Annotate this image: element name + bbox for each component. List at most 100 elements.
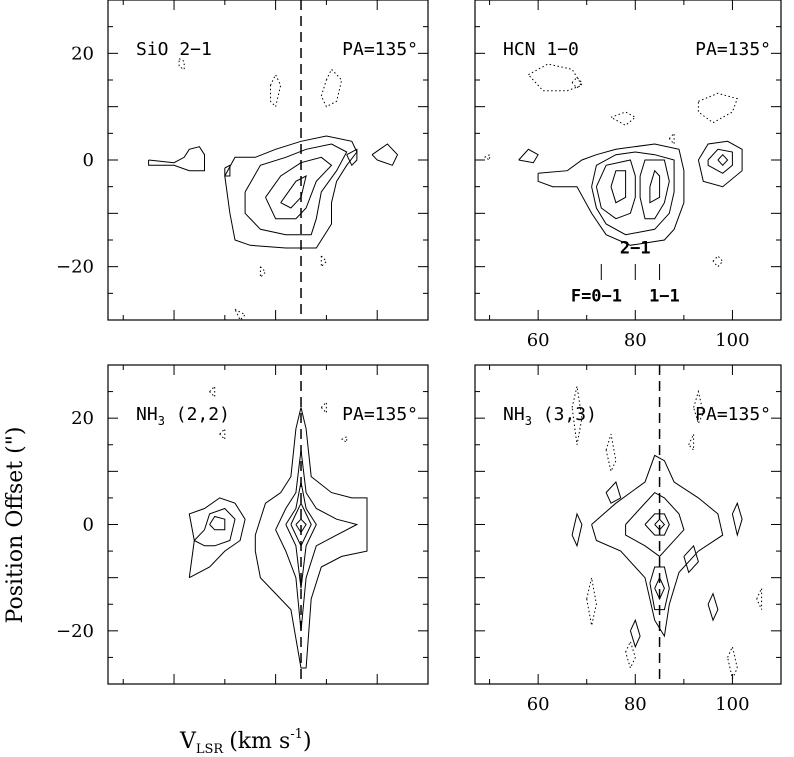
panel-label-main: NH: [136, 404, 158, 425]
negative-contour: [727, 645, 738, 681]
contour-line: [707, 592, 719, 622]
contour-line: [265, 156, 333, 220]
negative-contour: [668, 131, 675, 146]
panel-label-sub: 3: [158, 414, 165, 428]
x-tick-label: 80: [624, 694, 647, 715]
negative-contour: [610, 111, 637, 126]
x-tick-label: 100: [715, 330, 749, 351]
panel-contours: [571, 365, 763, 684]
contour-line: [148, 146, 205, 172]
contour-line: [280, 175, 307, 209]
negative-contour: [234, 308, 246, 320]
contour-line: [275, 450, 359, 631]
y-tick-label: 20: [71, 408, 94, 429]
contour-line: [731, 501, 743, 538]
panel-contours: [188, 365, 368, 684]
contour-line: [346, 148, 358, 167]
negative-contour: [178, 58, 185, 71]
panel-label-rest: (2,2): [165, 404, 230, 425]
panels-group: 20 0 −20 SiO 2−1 PA=135° 60 80 100 HCN 1−0 PA=135…: [56, 0, 782, 715]
negative-contour: [320, 400, 327, 415]
contour-line: [591, 454, 724, 638]
negative-contour: [209, 385, 216, 399]
contour-line: [649, 566, 670, 611]
contour-line: [537, 143, 685, 246]
panel-contours: [148, 0, 399, 320]
contour-line: [224, 135, 358, 249]
x-tick-label: 100: [715, 694, 749, 715]
contour-line: [605, 481, 622, 504]
hyperfine-label-f01: F=0−1: [571, 286, 622, 306]
negative-contour: [528, 63, 583, 92]
contour-line: [654, 576, 665, 601]
panel-label-main: NH: [503, 404, 525, 425]
y-tick-label: 0: [83, 515, 94, 536]
contour-line: [285, 481, 317, 589]
contour-line: [193, 507, 236, 547]
contour-line: [649, 169, 661, 204]
y-tick-label: 0: [83, 150, 94, 171]
contour-line: [224, 164, 231, 177]
x-axis-label-exp: -1: [290, 727, 303, 742]
negative-contour: [697, 92, 738, 124]
contour-line: [244, 143, 348, 236]
contour-line: [625, 491, 685, 558]
contour-line: [254, 407, 368, 669]
negative-contour: [756, 588, 763, 610]
panel-label-main: HCN 1−0: [503, 39, 579, 60]
panel-label-rest: (3,3): [532, 404, 597, 425]
y-tick-label: 20: [71, 43, 94, 64]
negative-contour: [320, 68, 343, 108]
x-axis-label-close: ): [303, 729, 312, 754]
negative-contour: [605, 433, 617, 473]
contour-line: [683, 544, 699, 574]
contour-line: [371, 143, 399, 166]
negative-contour: [259, 266, 267, 279]
x-axis-label-main: V: [179, 729, 197, 754]
contour-line: [571, 512, 583, 548]
negative-contour: [688, 433, 695, 452]
contour-line: [644, 513, 670, 536]
negative-contour: [712, 255, 724, 268]
panel-nh3_33: 60 80 100 NH3 (3,3) PA=135°: [474, 364, 782, 715]
x-tick-label: 60: [527, 330, 550, 351]
negative-contour: [625, 640, 636, 670]
contour-line: [707, 148, 733, 174]
panel-label: NH3 (3,3): [503, 404, 597, 428]
panel-hcn: 60 80 100 HCN 1−0 PA=135° 2−1 F=0−1 1−1: [474, 0, 782, 351]
negative-contour: [270, 73, 282, 108]
negative-contour: [320, 255, 328, 268]
contour-line: [654, 518, 666, 531]
panel-label-sub: 3: [525, 414, 532, 428]
contour-line: [610, 170, 627, 204]
pa-label: PA=135°: [695, 39, 771, 60]
x-tick-label: 80: [624, 330, 647, 351]
contour-line: [188, 497, 246, 579]
negative-contour: [341, 435, 348, 443]
negative-contour: [219, 427, 226, 441]
panel-nh3_22: 20 0 −20 NH3 (2,2) PA=135°: [56, 364, 429, 685]
x-axis-label: VLSR (km s-1): [179, 727, 312, 757]
x-tick-label: 60: [527, 694, 550, 715]
pa-label: PA=135°: [342, 404, 418, 425]
panel-label: NH3 (2,2): [136, 404, 230, 428]
y-tick-label: −20: [56, 257, 94, 278]
negative-contour: [571, 76, 583, 89]
contour-line: [591, 151, 675, 236]
panel-contours: [484, 63, 743, 268]
y-axis-label: Position Offset ("): [3, 427, 28, 624]
y-tick-label: −20: [56, 621, 94, 642]
contour-line: [295, 518, 307, 534]
negative-contour: [586, 577, 597, 626]
panel-label-main: SiO 2−1: [136, 39, 212, 60]
pa-label: PA=135°: [695, 404, 771, 425]
contour-line: [595, 159, 636, 220]
hyperfine-label-21: 2−1: [620, 238, 651, 258]
x-axis-label-units: (km s: [229, 729, 290, 754]
hyperfine-label-f11: 1−1: [649, 286, 680, 306]
panel-label: HCN 1−0: [503, 39, 579, 60]
contour-line: [639, 159, 670, 220]
pa-label: PA=135°: [342, 39, 418, 60]
contour-line: [629, 618, 641, 649]
